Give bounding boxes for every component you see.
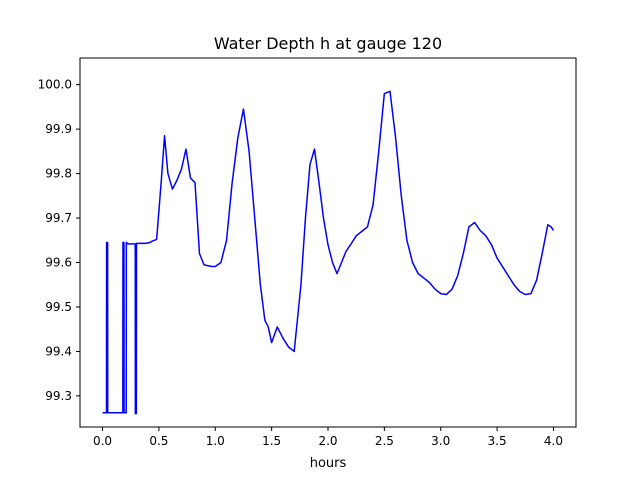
x-tick-label: 3.0 [431, 434, 450, 448]
x-tick-label: 2.5 [375, 434, 394, 448]
x-tick-label: 4.0 [544, 434, 563, 448]
axes-layer: 0.0 0.5 1.0 1.5 2.0 2.5 3.0 3.5 4.0 99.3 99.4 99.5 9… [38, 78, 563, 448]
x-tick-label: 1.0 [206, 434, 225, 448]
y-tick-label: 99.3 [45, 389, 72, 403]
y-tick-label: 99.6 [45, 256, 72, 270]
y-tick-label: 99.4 [45, 344, 72, 358]
plot-data-layer [102, 90, 555, 415]
x-tick-label: 0.0 [93, 434, 112, 448]
series-line-0 [102, 90, 555, 415]
chart-title: Water Depth h at gauge 120 [214, 34, 442, 53]
y-tick-label: 99.9 [45, 122, 72, 136]
y-tick-label: 99.5 [45, 300, 72, 314]
y-tick-label: 99.8 [45, 167, 72, 181]
x-tick-label: 1.5 [262, 434, 281, 448]
plot-frame [79, 57, 577, 428]
y-tick-label: 100.0 [38, 78, 72, 92]
y-tick-label: 99.7 [45, 211, 72, 225]
x-tick-label: 2.0 [318, 434, 337, 448]
x-tick-label: 0.5 [149, 434, 168, 448]
x-axis-label: hours [310, 456, 347, 471]
x-tick-label: 3.5 [488, 434, 507, 448]
